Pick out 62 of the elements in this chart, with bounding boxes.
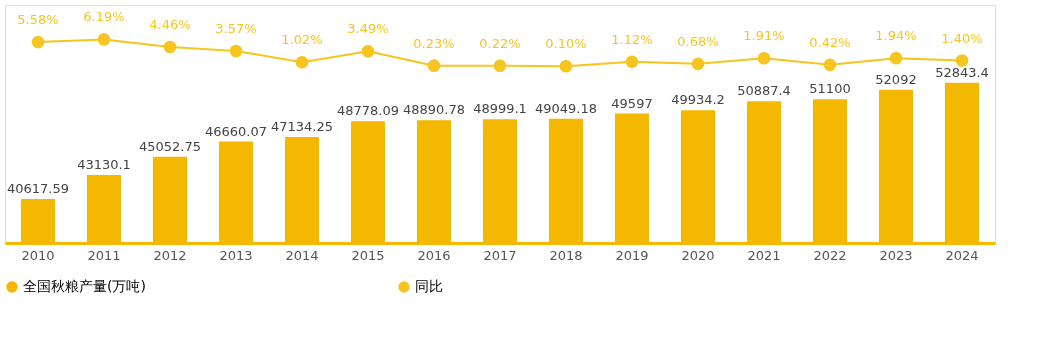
point — [493, 59, 507, 73]
point — [757, 51, 771, 65]
point — [229, 44, 243, 58]
data-label: 1.02% — [281, 32, 323, 48]
x-tick-label: 2018 — [549, 247, 583, 263]
data-label: 48890.78 — [402, 102, 466, 118]
data-label: 1.40% — [941, 30, 983, 46]
point — [625, 55, 639, 69]
x-tick-label: 2014 — [285, 247, 319, 263]
point — [955, 54, 969, 67]
data-label: 6.19% — [83, 9, 125, 25]
data-label: 52843.4 — [935, 64, 989, 80]
data-label: 0.68% — [677, 33, 719, 49]
data-label: 0.42% — [809, 34, 851, 50]
point — [295, 55, 309, 69]
data-label: 50887.4 — [737, 83, 791, 99]
data-label: 46660.07 — [204, 123, 268, 139]
data-label: 49597 — [611, 95, 653, 111]
data-label: 0.22% — [479, 35, 521, 51]
x-tick-label: 2021 — [747, 247, 781, 263]
data-label: 3.49% — [347, 21, 389, 37]
point — [823, 58, 837, 72]
x-tick-label: 2012 — [153, 247, 187, 263]
point — [691, 57, 705, 71]
legend-label: 同比 — [415, 278, 443, 294]
data-label: 51100 — [809, 81, 851, 97]
x-tick-label: 2010 — [21, 247, 55, 263]
data-label: 48999.1 — [473, 101, 527, 117]
x-tick-label: 2023 — [879, 247, 913, 263]
x-tick-label: 2019 — [615, 247, 649, 263]
x-tick-label: 2022 — [813, 247, 847, 263]
data-label: 3.57% — [215, 20, 257, 36]
data-label: 1.94% — [875, 28, 917, 44]
data-label: 40617.59 — [6, 181, 70, 197]
data-label: 47134.25 — [270, 119, 334, 134]
data-label: 48778.09 — [336, 103, 400, 119]
legend-label: 全国秋粮产量(万吨) — [23, 278, 146, 294]
point — [889, 51, 903, 65]
x-tick-label: 2024 — [945, 247, 979, 263]
data-label: 43130.1 — [77, 157, 131, 173]
data-label: 4.46% — [149, 17, 191, 33]
point — [427, 59, 441, 72]
point — [97, 33, 111, 46]
data-label: 5.58% — [17, 12, 59, 28]
point — [31, 35, 45, 49]
x-tick-label: 2017 — [483, 247, 517, 263]
data-label: 45052.75 — [138, 138, 202, 154]
x-tick-label: 2020 — [681, 247, 715, 263]
data-label: 49934.2 — [671, 92, 725, 108]
x-tick-label: 2016 — [417, 247, 451, 263]
point — [163, 40, 177, 54]
data-label: 1.12% — [611, 31, 653, 47]
x-tick-label: 2015 — [351, 247, 385, 263]
x-tick-label: 2011 — [87, 247, 121, 263]
x-tick-label: 2013 — [219, 247, 253, 263]
data-label: 52092 — [875, 71, 917, 87]
point — [361, 45, 375, 58]
data-label: 49049.18 — [534, 100, 598, 116]
data-label: 0.23% — [413, 35, 455, 51]
point — [559, 59, 573, 73]
data-label: 1.91% — [743, 28, 785, 44]
data-label: 0.10% — [545, 36, 587, 52]
